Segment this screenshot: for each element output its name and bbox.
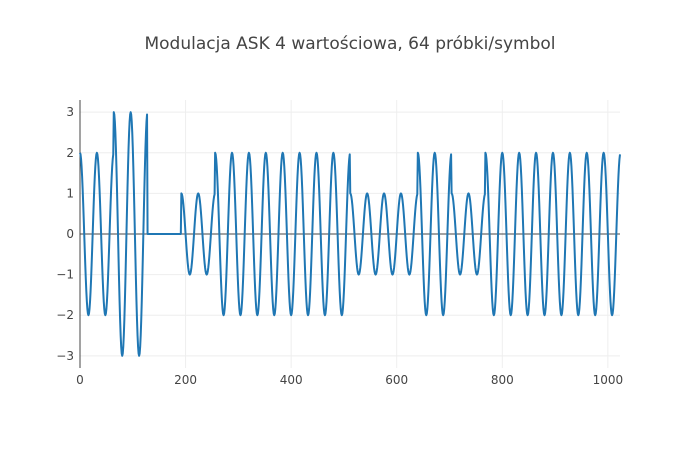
y-tick-label: 3: [66, 105, 74, 119]
x-tick-label: 400: [280, 373, 303, 387]
y-tick-label: −2: [56, 308, 74, 322]
x-tick-label: 600: [385, 373, 408, 387]
chart-title: Modulacja ASK 4 wartościowa, 64 próbki/s…: [144, 34, 556, 54]
y-tick-label: 0: [66, 227, 74, 241]
signal-line: [79, 111, 621, 357]
x-tick-label: 0: [76, 373, 84, 387]
y-tick-label: −3: [56, 349, 74, 363]
y-tick-label: −1: [56, 268, 74, 282]
x-tick-label: 800: [491, 373, 514, 387]
x-tick-label: 1000: [593, 373, 624, 387]
y-tick-label: 1: [66, 186, 74, 200]
x-tick-label: 200: [174, 373, 197, 387]
y-tick-label: 2: [66, 146, 74, 160]
